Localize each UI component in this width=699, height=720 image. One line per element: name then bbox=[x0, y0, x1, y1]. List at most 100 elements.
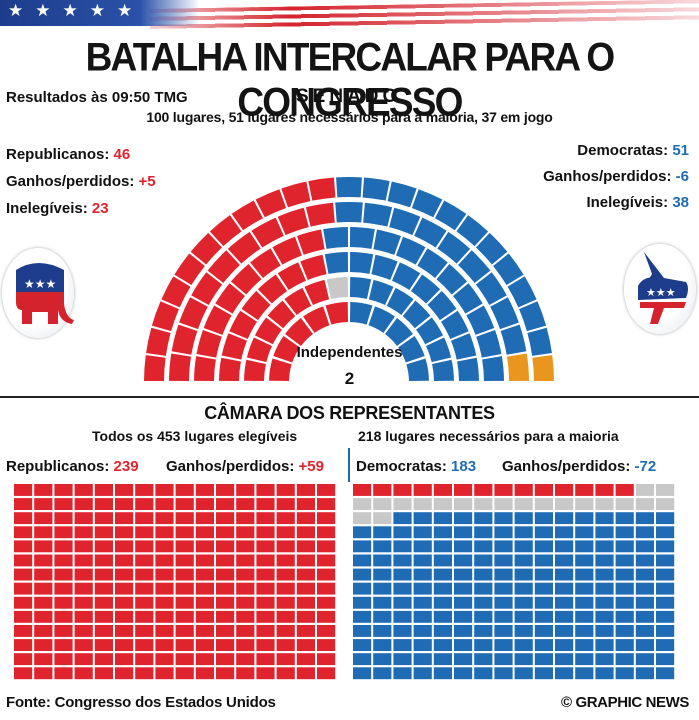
house-seat-republican bbox=[433, 484, 452, 496]
house-seat-republican bbox=[236, 540, 255, 553]
senate-seat-republican bbox=[300, 254, 327, 281]
house-seat-republican bbox=[216, 625, 235, 637]
house-seat-republican bbox=[94, 610, 113, 623]
house-seat-republican bbox=[256, 596, 275, 609]
house-seat-republican bbox=[155, 653, 174, 666]
house-seat-undecided bbox=[656, 498, 675, 510]
house-seat-democrat bbox=[494, 639, 513, 651]
senate-rep-change-label: Ganhos/perdidos: bbox=[6, 173, 135, 190]
senate-seat-republican bbox=[144, 355, 166, 382]
house-dem-value: 183 bbox=[451, 458, 477, 475]
house-seat-republican bbox=[195, 512, 214, 525]
house-seat-republican bbox=[276, 526, 295, 539]
senate-seat-democrat bbox=[398, 336, 425, 363]
house-seat-democrat bbox=[656, 540, 675, 553]
house-seat-republican bbox=[317, 653, 336, 666]
house-seat-republican bbox=[175, 484, 194, 496]
house-seat-democrat bbox=[353, 667, 372, 680]
house-seat-democrat bbox=[514, 582, 533, 595]
house-seat-republican bbox=[317, 512, 336, 525]
senate-seat-republican bbox=[277, 207, 309, 236]
house-seat-republican bbox=[34, 596, 53, 609]
house-seat-democrat bbox=[393, 512, 412, 525]
senate-seat-democrat bbox=[349, 227, 375, 249]
senate-seat-democrat bbox=[493, 253, 524, 286]
house-seat-republican bbox=[216, 653, 235, 666]
house-seat-republican bbox=[175, 610, 194, 623]
house-seat-republican bbox=[296, 639, 315, 651]
house-seat-undecided bbox=[555, 498, 574, 510]
house-seat-republican bbox=[216, 554, 235, 567]
house-seat-democrat bbox=[534, 596, 553, 609]
senate-parliament-chart bbox=[144, 177, 554, 382]
house-seat-republican bbox=[195, 667, 214, 680]
house-seat-democrat bbox=[494, 653, 513, 666]
house-seat-democrat bbox=[393, 568, 412, 581]
house-seat-republican bbox=[74, 667, 93, 680]
house-seat-republican bbox=[94, 653, 113, 666]
house-seat-republican bbox=[135, 582, 154, 595]
house-seat-undecided bbox=[373, 512, 392, 525]
house-seat-republican bbox=[94, 498, 113, 510]
house-seat-republican bbox=[74, 512, 93, 525]
house-seat-republican bbox=[14, 596, 33, 609]
house-seat-republican bbox=[216, 512, 235, 525]
house-seat-democrat bbox=[413, 526, 432, 539]
house-seat-republican bbox=[155, 610, 174, 623]
house-seat-democrat bbox=[514, 610, 533, 623]
house-seat-democrat bbox=[514, 512, 533, 525]
house-seat-republican bbox=[115, 526, 134, 539]
house-seat-democrat bbox=[433, 667, 452, 680]
senate-seat-democrat bbox=[427, 290, 457, 321]
house-seat-democrat bbox=[656, 596, 675, 609]
senate-seat-republican bbox=[227, 231, 261, 264]
house-seat-democrat bbox=[373, 554, 392, 567]
house-seat-republican bbox=[236, 582, 255, 595]
house-seat-undecided bbox=[534, 498, 553, 510]
house-seat-republican bbox=[195, 526, 214, 539]
house-rep-change-label: Ganhos/perdidos: bbox=[166, 458, 295, 475]
house-seat-republican bbox=[195, 554, 214, 567]
house-seat-democrat bbox=[635, 526, 654, 539]
senate-seat-republican bbox=[277, 262, 307, 291]
house-subtitle-left: Todos os 453 lugares elegíveis bbox=[92, 428, 298, 444]
house-seat-democrat bbox=[454, 512, 473, 525]
house-seat-democrat bbox=[433, 526, 452, 539]
house-seat-republican bbox=[317, 568, 336, 581]
house-seat-democrat bbox=[575, 653, 594, 666]
senate-independents-value: 2 bbox=[344, 369, 355, 388]
house-seat-republican bbox=[115, 498, 134, 510]
senate-seat-democrat bbox=[389, 207, 421, 236]
house-seat-republican bbox=[74, 639, 93, 651]
house-seat-republican bbox=[296, 512, 315, 525]
house-seat-republican bbox=[54, 639, 73, 651]
senate-seat-democrat bbox=[457, 357, 479, 382]
house-seat-democrat bbox=[595, 667, 614, 680]
house-dem-change-stat: Ganhos/perdidos: -72 bbox=[502, 458, 656, 475]
house-seat-democrat bbox=[555, 582, 574, 595]
senate-seat-democrat bbox=[453, 283, 483, 314]
senate-seat-democrat bbox=[458, 250, 491, 283]
house-seat-republican bbox=[34, 554, 53, 567]
house-seat-democrat bbox=[514, 653, 533, 666]
house-seat-democrat bbox=[353, 526, 372, 539]
house-seat-democrat bbox=[413, 540, 432, 553]
house-seat-democrat bbox=[474, 582, 493, 595]
house-seat-republican bbox=[54, 512, 73, 525]
house-seat-republican bbox=[14, 484, 33, 496]
senate-seat-republican bbox=[190, 232, 223, 265]
house-seat-undecided bbox=[393, 498, 412, 510]
house-subtitle-right: 218 lugares necessários para a maioria bbox=[358, 428, 619, 444]
house-seat-democrat bbox=[534, 667, 553, 680]
senate-rep-ineligible-label: Inelegíveis: bbox=[6, 200, 88, 217]
house-seat-republican bbox=[94, 639, 113, 651]
house-seat-republican bbox=[236, 526, 255, 539]
house-seat-republican bbox=[317, 625, 336, 637]
house-seat-democrat bbox=[373, 667, 392, 680]
house-seat-republican bbox=[74, 498, 93, 510]
senate-seat-republican bbox=[209, 215, 242, 247]
house-seat-republican bbox=[54, 540, 73, 553]
house-seat-democrat bbox=[656, 582, 675, 595]
senate-dem-value: 51 bbox=[672, 142, 689, 159]
house-seat-democrat bbox=[433, 653, 452, 666]
